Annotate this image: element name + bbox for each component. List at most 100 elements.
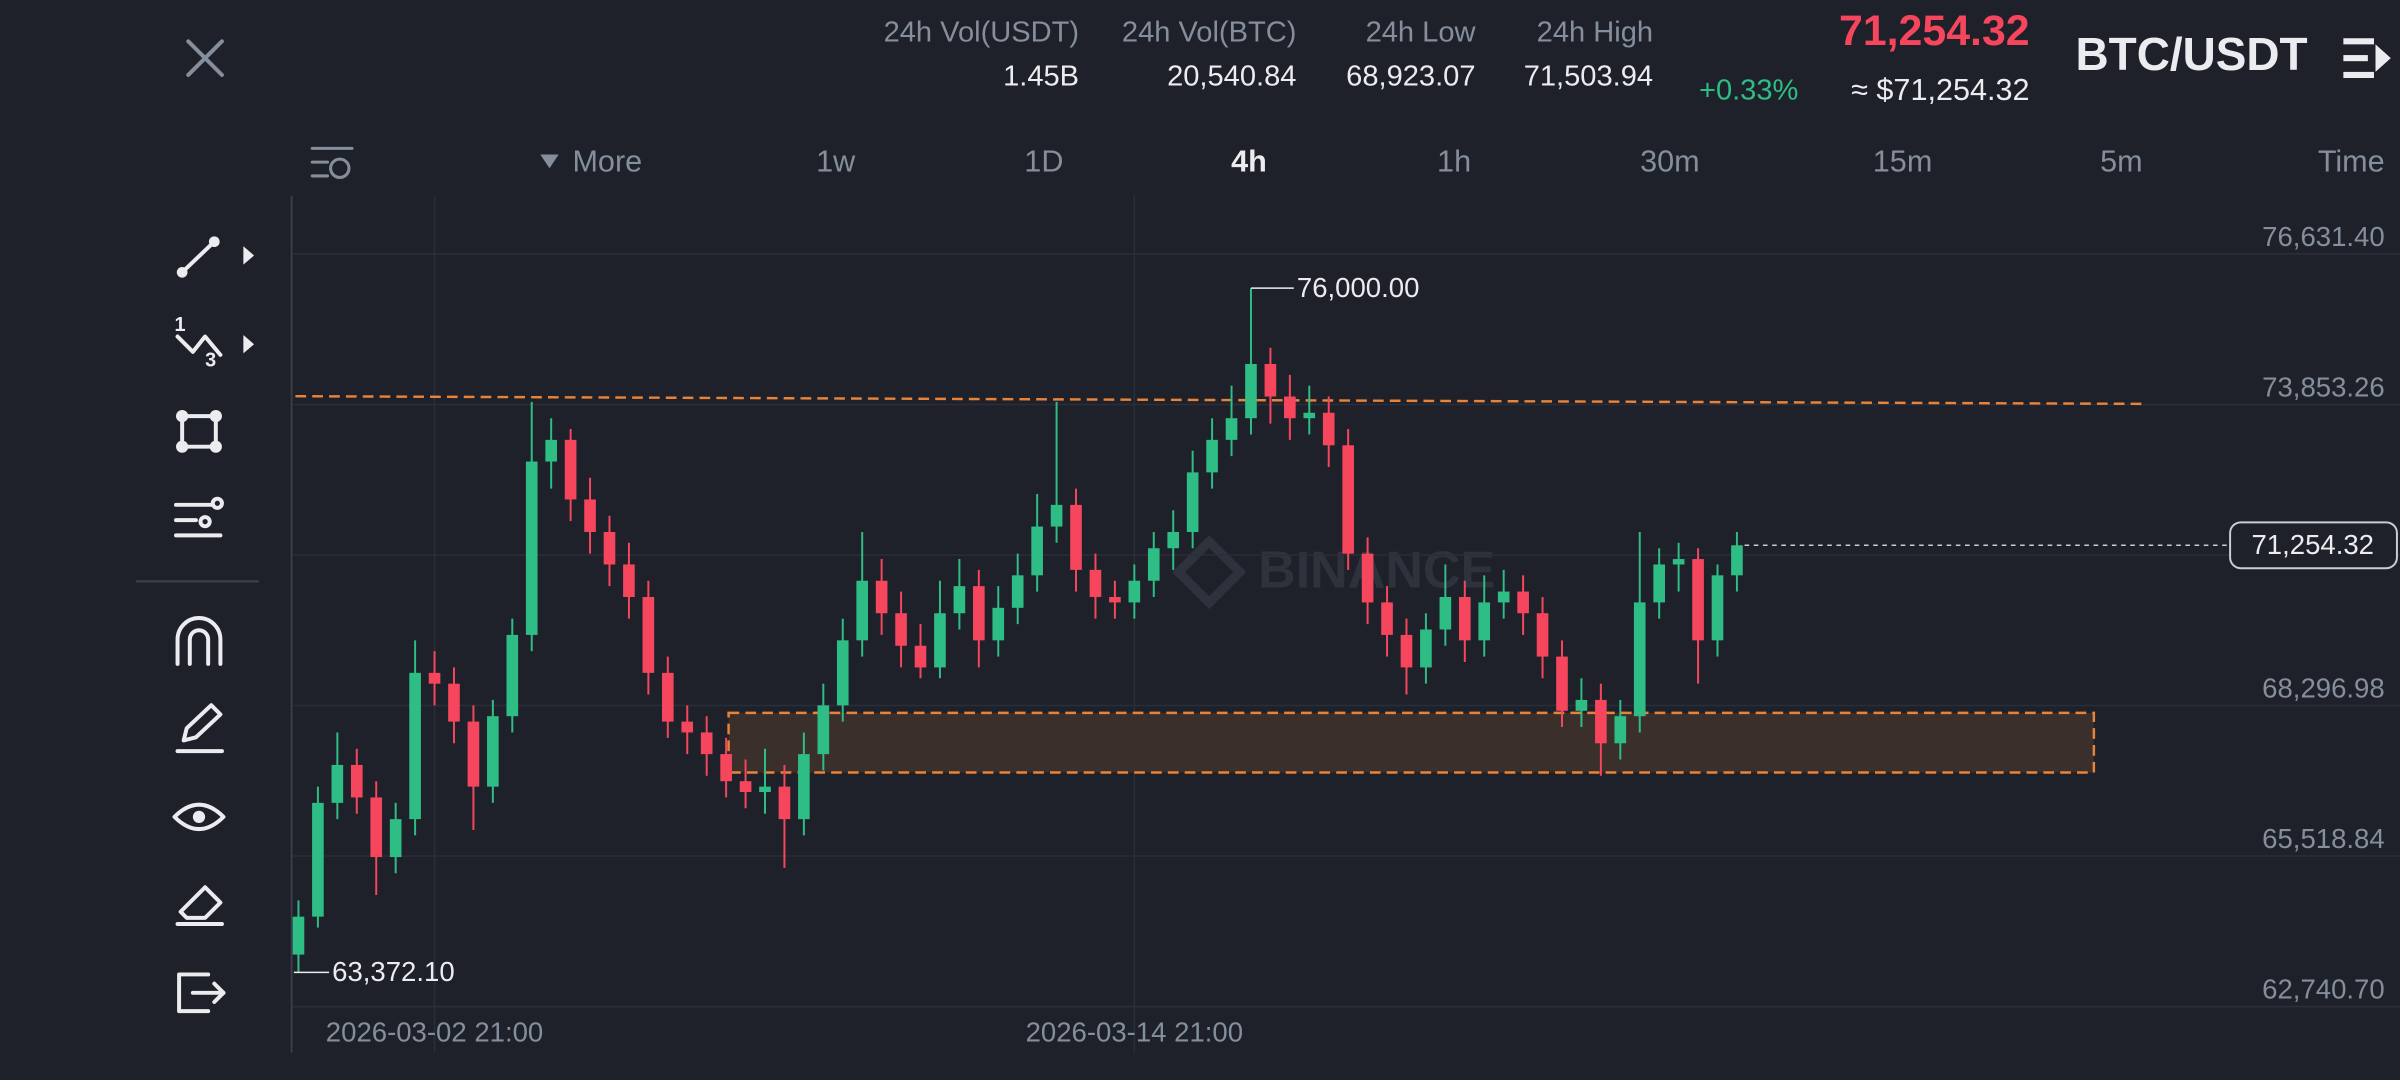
stat-value: 71,503.94 [1524, 61, 1653, 93]
candle-body [331, 764, 344, 803]
stat-label: 24h Vol(BTC) [1122, 16, 1297, 48]
candle-body [467, 721, 480, 787]
magnet-tool[interactable] [175, 616, 223, 666]
candle-body [1536, 613, 1549, 657]
timeframe[interactable]: 5m [2100, 145, 2143, 179]
candle-body [1672, 559, 1685, 565]
candle-body [506, 634, 519, 717]
candle-body [1692, 559, 1704, 641]
resistance-line[interactable] [295, 394, 2143, 406]
y-tick-label: 73,853.26 [2262, 371, 2385, 402]
menu-icon[interactable] [2343, 38, 2391, 79]
candle-body [1050, 504, 1063, 527]
candle-body [1595, 699, 1607, 744]
last-price: 71,254.32 [1839, 7, 2030, 55]
eraser-tool[interactable] [175, 885, 224, 926]
candle-body [1303, 412, 1316, 419]
stat-value: 20,540.84 [1167, 61, 1296, 93]
candle-body [1109, 596, 1121, 603]
candle-body [1167, 531, 1180, 549]
low-marker-label: 63,372.10 [332, 956, 455, 987]
svg-text:3: 3 [205, 349, 216, 371]
candle-body [739, 781, 752, 793]
indicator-tool[interactable] [174, 496, 224, 538]
candle-body [895, 613, 907, 646]
stat-label: 24h Low [1366, 16, 1477, 48]
chart-settings-icon[interactable] [310, 146, 354, 179]
candle-body [1711, 575, 1724, 641]
timeframe[interactable]: More [572, 145, 642, 179]
stat-label: 24h Vol(USDT) [884, 16, 1079, 48]
timeframe[interactable]: 30m [1640, 145, 1700, 179]
candle-body [817, 705, 830, 755]
y-tick-label: 62,740.70 [2262, 974, 2385, 1005]
candle-body [953, 586, 966, 614]
y-tick-label: 65,518.84 [2262, 823, 2385, 854]
candle-body [1731, 545, 1743, 576]
pair[interactable]: BTC/USDT [2076, 28, 2308, 80]
last-price-tag [2229, 521, 2398, 570]
candle-body [1381, 602, 1393, 635]
candle-body [836, 640, 849, 706]
candle-body [525, 461, 538, 635]
y-tick-label: 68,296.98 [2262, 673, 2385, 704]
candle-body [1186, 472, 1199, 532]
candle-body [1614, 716, 1627, 744]
candle-body [370, 797, 383, 858]
timeframe[interactable]: Time [2318, 145, 2385, 179]
candle-body [1011, 575, 1024, 608]
candle-body [914, 645, 927, 668]
timeframe[interactable]: 1D [1024, 145, 1063, 179]
candle-body [700, 732, 713, 755]
candle-body [875, 580, 888, 614]
candle-body [1128, 580, 1141, 603]
candle-body [1458, 596, 1471, 641]
candle-body [720, 754, 732, 782]
shape-tool[interactable] [176, 409, 222, 453]
pencil-tool[interactable] [175, 703, 224, 754]
candle-body [350, 764, 363, 798]
candle-body [1400, 634, 1413, 668]
more-arrow [540, 154, 559, 169]
line-tool[interactable] [176, 236, 255, 278]
svg-text:1: 1 [174, 314, 185, 336]
timeframe[interactable]: 15m [1873, 145, 1933, 179]
watermark: BINANCE [1172, 535, 1495, 610]
timeframe[interactable]: 1h [1437, 145, 1471, 179]
candle-body [1653, 564, 1665, 603]
timeframe[interactable]: 1w [816, 145, 856, 179]
support-zone[interactable] [727, 711, 2096, 774]
candle-body [1031, 526, 1043, 576]
candle-body [1147, 548, 1160, 581]
candle-body [1264, 364, 1277, 397]
candle-body [1225, 418, 1238, 440]
candle-body [1284, 396, 1296, 419]
candle-body [681, 721, 694, 733]
candle-body [642, 596, 655, 673]
candle-body [623, 564, 635, 597]
candle-body [661, 672, 674, 722]
x-tick-label: 2026-03-14 21:00 [1026, 1016, 1243, 1047]
candle-body [312, 802, 324, 917]
candle-body [934, 613, 946, 668]
y-tick-label: 76,631.40 [2262, 221, 2385, 252]
high-marker-label: 76,000.00 [1297, 272, 1420, 303]
exit-tool[interactable] [177, 972, 226, 1014]
watermark-text: BINANCE [1258, 541, 1495, 599]
candle-body [778, 786, 791, 820]
candle-body [545, 439, 557, 462]
candle-body [1497, 591, 1510, 603]
candle-body [1478, 602, 1491, 641]
stat-value: 1.45B [1003, 61, 1079, 93]
close-button[interactable] [186, 39, 224, 77]
candle-body [448, 683, 460, 722]
candle-body [409, 672, 421, 820]
candle-body [1342, 445, 1354, 554]
candle-body [389, 819, 402, 858]
fib-tool[interactable]: 13 [174, 314, 255, 371]
timeframe-active[interactable]: 4h [1231, 145, 1267, 179]
last-price-tag-label: 71,254.32 [2251, 529, 2374, 560]
candle-body [1420, 629, 1432, 668]
visibility-tool[interactable] [172, 802, 226, 832]
